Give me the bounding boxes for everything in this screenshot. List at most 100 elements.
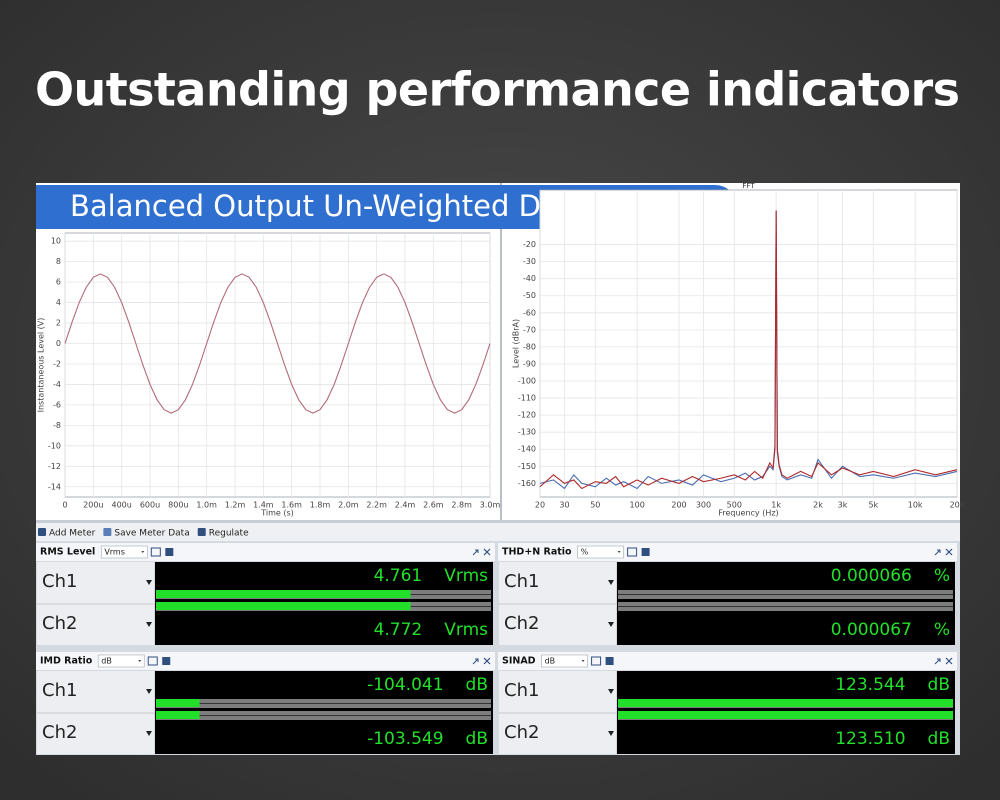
y-axis-label: Level (dBrA)	[512, 319, 521, 368]
meter-value: 123.510	[835, 729, 905, 749]
close-icon[interactable]	[483, 657, 491, 665]
meter-name: SINAD	[502, 656, 536, 667]
y-tick-label: 6	[56, 278, 61, 287]
meter-icon[interactable]	[147, 656, 158, 666]
unit-dropdown[interactable]	[577, 545, 624, 559]
x-tick-label: 50	[590, 501, 600, 510]
meter-icon[interactable]	[165, 548, 174, 556]
meter-icon[interactable]	[150, 547, 161, 557]
meter-unit: dB	[466, 729, 488, 749]
unit-dropdown[interactable]	[97, 654, 145, 668]
y-tick-label: -14	[48, 482, 61, 491]
y-tick-label: -70	[523, 325, 536, 334]
y-axis-label: Instantaneous Level (V)	[37, 318, 46, 413]
x-tick-label: 2.2m	[366, 501, 387, 510]
popout-icon[interactable]	[934, 549, 941, 556]
unit-dropdown-value[interactable]: dB	[101, 657, 112, 666]
channel-arrow[interactable]	[608, 580, 614, 585]
toolbar-items: Add Meter Save Meter Data Regulate	[38, 528, 249, 539]
toolbar-button[interactable]: Add Meter	[49, 529, 96, 539]
meter-unit: dB	[466, 675, 488, 695]
x-tick-label: 2.8m	[451, 501, 472, 510]
channel-arrow[interactable]	[146, 731, 152, 736]
channel-arrow[interactable]	[608, 689, 614, 694]
meter-bar-fill	[156, 602, 411, 610]
toolbar-button[interactable]: Save Meter Data	[114, 529, 189, 539]
meter-header	[498, 652, 957, 670]
page-title: Outstanding performance indicators	[35, 63, 960, 117]
channel-arrow[interactable]	[146, 622, 152, 627]
y-tick-label: 0	[56, 339, 61, 348]
y-tick-label: -80	[523, 342, 536, 351]
popout-icon[interactable]	[934, 658, 941, 665]
dropdown-arrow	[138, 660, 142, 662]
meter-unit: Vrms	[444, 620, 488, 640]
channel-arrow[interactable]	[608, 622, 614, 627]
y-tick-label: 4	[56, 298, 61, 307]
dropdown-arrow	[617, 551, 621, 553]
meter-bar-gap	[156, 703, 491, 704]
popout-icon[interactable]	[472, 658, 479, 665]
close-icon[interactable]	[945, 548, 953, 556]
x-tick-label: 2k	[813, 501, 823, 510]
meter-value: 0.000066	[831, 566, 912, 586]
toolbar-icon[interactable]	[38, 528, 46, 536]
meter-bar-gap	[618, 594, 953, 595]
channel-label: Ch1	[42, 680, 77, 701]
channel-label: Ch2	[42, 613, 77, 634]
x-tick-label: 2.4m	[395, 501, 416, 510]
x-tick-label: 1.4m	[253, 501, 274, 510]
toolbar-button[interactable]: Regulate	[209, 529, 249, 539]
meter-bar-fill	[156, 711, 200, 719]
x-tick-label: 3.0m	[480, 501, 501, 510]
y-tick-label: -40	[523, 274, 536, 283]
unit-dropdown[interactable]	[541, 654, 588, 668]
meter-bar-fill	[618, 699, 953, 707]
unit-dropdown-value[interactable]: %	[581, 548, 589, 557]
y-tick-label: 2	[56, 319, 61, 328]
channel-label: Ch1	[504, 571, 539, 592]
channel-arrow[interactable]	[146, 580, 152, 585]
meter-bar-fill	[156, 699, 200, 707]
x-tick-label: 1k	[771, 501, 781, 510]
x-tick-label: 30	[559, 501, 569, 510]
meter-value: -104.041	[367, 675, 443, 695]
toolbar-icon[interactable]	[197, 528, 206, 536]
dropdown-arrow	[141, 551, 145, 553]
channel-label: Ch2	[42, 722, 77, 743]
meter-icon[interactable]	[641, 548, 650, 556]
meter-icon[interactable]	[591, 656, 602, 666]
x-tick-label: 5k	[868, 501, 878, 510]
meter-panel: THD+N Ratio % Ch1 % 0.000066 Ch2 % 0.000067	[498, 543, 957, 645]
meter-icon[interactable]	[627, 547, 638, 557]
y-tick-label: -120	[518, 411, 536, 420]
x-tick-label: 0	[62, 501, 67, 510]
toolbar	[36, 523, 960, 541]
meter-value: 0.000067	[831, 620, 912, 640]
meter-name: IMD Ratio	[40, 656, 93, 667]
y-tick-label: -150	[518, 462, 536, 471]
channel-arrow[interactable]	[146, 689, 152, 694]
meter-icon[interactable]	[162, 657, 171, 665]
x-tick-label: 500	[727, 501, 742, 510]
close-icon[interactable]	[945, 657, 953, 665]
meter-unit: %	[934, 620, 950, 640]
meter-icon[interactable]	[605, 657, 614, 665]
x-axis-label: Time (s)	[260, 509, 294, 518]
toolbar-icon[interactable]	[103, 528, 112, 536]
y-tick-label: -6	[53, 400, 61, 409]
unit-dropdown[interactable]	[100, 545, 148, 559]
unit-dropdown-value[interactable]: Vrms	[104, 548, 125, 557]
x-tick-label: 20k	[950, 501, 965, 510]
chart-title: FFT	[742, 182, 755, 190]
close-icon[interactable]	[483, 548, 491, 556]
unit-dropdown-value[interactable]: dB	[545, 657, 556, 666]
channel-arrow[interactable]	[608, 731, 614, 736]
meter-panel: SINAD dB Ch1 dB 123.544 Ch2 dB 123.510	[498, 652, 957, 754]
popout-icon[interactable]	[472, 549, 479, 556]
meter-unit: Vrms	[444, 566, 488, 586]
x-tick-label: 1.6m	[281, 501, 302, 510]
meter-bar-fill	[618, 711, 953, 719]
meter-panel: IMD Ratio dB Ch1 dB -104.041 Ch2 dB -103.549	[36, 652, 495, 754]
